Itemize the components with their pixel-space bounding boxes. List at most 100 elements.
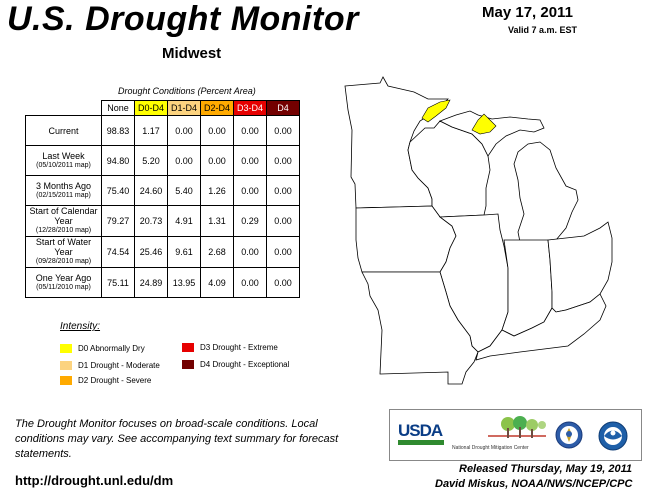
- legend-label: D0 Abnormally Dry: [78, 344, 145, 353]
- author-credit: David Miskus, NOAA/NWS/NCEP/CPC: [435, 478, 633, 490]
- table-cell: 0.00: [167, 115, 201, 146]
- drought-conditions-table: None D0-D4 D1-D4 D2-D4 D3-D4 D4 Current …: [25, 100, 300, 298]
- state-michigan-lp: [513, 141, 579, 243]
- table-row: Current 98.83 1.17 0.00 0.00 0.00 0.00: [25, 115, 300, 146]
- disclaimer-note: The Drought Monitor focuses on broad-sca…: [15, 418, 339, 460]
- table-corner: [26, 101, 102, 116]
- d0-area-michigan: [471, 113, 497, 135]
- table-cell: 24.89: [134, 267, 168, 298]
- table-cell: 0.00: [200, 145, 234, 176]
- row-label-sub: (02/15/2011 map): [36, 191, 91, 199]
- row-label-sub: (05/10/2011 map): [36, 161, 91, 169]
- row-label-sub: (05/11/2010 map): [36, 283, 91, 291]
- map-date: May 17, 2011: [482, 4, 573, 21]
- row-label-text: 3 Months Ago: [35, 180, 92, 191]
- table-cell: 74.54: [101, 236, 135, 268]
- table-caption: Drought Conditions (Percent Area): [118, 86, 256, 96]
- table-cell: 1.17: [134, 115, 168, 146]
- table-cell: 0.00: [266, 205, 300, 237]
- row-label-text: Start of Water Year: [35, 237, 92, 257]
- legend-label: D1 Drought - Moderate: [78, 361, 160, 370]
- table-cell: 25.46: [134, 236, 168, 268]
- legend-title: Intensity:: [60, 321, 101, 332]
- legend-item-d4: D4 Drought - Exceptional: [182, 360, 289, 369]
- table-cell: 0.00: [266, 236, 300, 268]
- row-label: One Year Ago (05/11/2010 map): [25, 267, 102, 298]
- table-cell: 4.09: [200, 267, 234, 298]
- table-cell: 0.00: [233, 145, 267, 176]
- legend-swatch: [60, 376, 72, 385]
- table-cell: 5.40: [167, 175, 201, 206]
- table-cell: 0.00: [266, 267, 300, 298]
- table-cell: 0.00: [233, 236, 267, 268]
- table-row: 3 Months Ago (02/15/2011 map) 75.40 24.60…: [25, 175, 300, 206]
- legend-item-d3: D3 Drought - Extreme: [182, 343, 278, 352]
- doc-seal-icon: [555, 421, 583, 449]
- table-row: Start of Calendar Year (12/28/2010 map) 7…: [25, 205, 300, 237]
- table-row: Start of Water Year (09/28/2010 map) 74.5…: [25, 236, 300, 268]
- legend-swatch: [60, 344, 72, 353]
- table-cell: 1.31: [200, 205, 234, 237]
- table-cell: 0.00: [167, 145, 201, 176]
- row-label: Last Week (05/10/2011 map): [25, 145, 102, 176]
- row-label-text: Last Week: [42, 150, 85, 161]
- ndmc-trees-icon: [488, 416, 546, 438]
- row-label: Current: [25, 115, 102, 146]
- table-cell: 0.00: [233, 115, 267, 146]
- legend-item-d1: D1 Drought - Moderate: [60, 361, 160, 370]
- legend-item-d0: D0 Abnormally Dry: [60, 344, 145, 353]
- table-cell: 20.73: [134, 205, 168, 237]
- row-label-text: One Year Ago: [35, 272, 92, 283]
- col-header-d0-d4: D0-D4: [134, 100, 168, 116]
- table-cell: 9.61: [167, 236, 201, 268]
- legend-swatch: [182, 360, 194, 369]
- state-missouri: [361, 271, 479, 385]
- table-cell: 0.00: [266, 145, 300, 176]
- table-cell: 79.27: [101, 205, 135, 237]
- drought-url-link[interactable]: http://drought.unl.edu/dm: [15, 473, 174, 488]
- table-cell: 94.80: [101, 145, 135, 176]
- table-header-row: None D0-D4 D1-D4 D2-D4 D3-D4 D4: [26, 100, 300, 116]
- state-kentucky: [475, 293, 607, 361]
- col-header-d1-d4: D1-D4: [167, 100, 201, 116]
- noaa-logo-icon: [598, 421, 628, 451]
- region-title: Midwest: [162, 45, 222, 62]
- midwest-drought-map: [344, 76, 613, 385]
- col-header-d2-d4: D2-D4: [200, 100, 234, 116]
- table-row: One Year Ago (05/11/2010 map) 75.11 24.89…: [25, 267, 300, 298]
- col-header-d4: D4: [266, 100, 300, 116]
- ndmc-logo-text: National Drought Mitigation Center: [452, 445, 529, 451]
- table-cell: 0.00: [266, 175, 300, 206]
- row-label-sub: (12/28/2010 map): [35, 227, 92, 234]
- table-cell: 24.60: [134, 175, 168, 206]
- table-cell: 75.11: [101, 267, 135, 298]
- legend-label: D3 Drought - Extreme: [200, 343, 278, 352]
- row-label: Start of Calendar Year (12/28/2010 map): [25, 205, 102, 237]
- table-cell: 1.26: [200, 175, 234, 206]
- table-cell: 5.20: [134, 145, 168, 176]
- release-date: Released Thursday, May 19, 2011: [459, 463, 633, 475]
- row-label-text: Current: [48, 125, 79, 136]
- row-label: Start of Water Year (09/28/2010 map): [25, 236, 102, 268]
- valid-time: Valid 7 a.m. EST: [508, 25, 578, 35]
- row-label-sub: (09/28/2010 map): [35, 258, 92, 265]
- table-cell: 0.00: [233, 267, 267, 298]
- table-cell: 13.95: [167, 267, 201, 298]
- table-cell: 4.91: [167, 205, 201, 237]
- table-cell: 2.68: [200, 236, 234, 268]
- legend-swatch: [60, 361, 72, 370]
- usda-logo: USDA: [398, 421, 443, 440]
- row-label-text: Start of Calendar Year: [29, 206, 98, 226]
- usda-logo-bar: [398, 440, 444, 445]
- table-cell: 98.83: [101, 115, 135, 146]
- table-cell: 0.00: [266, 115, 300, 146]
- table-cell: 0.29: [233, 205, 267, 237]
- col-header-d3-d4: D3-D4: [233, 100, 267, 116]
- table-row: Last Week (05/10/2011 map) 94.80 5.20 0.0…: [25, 145, 300, 176]
- legend-swatch: [182, 343, 194, 352]
- legend-item-d2: D2 Drought - Severe: [60, 376, 151, 385]
- page-title: U.S. Drought Monitor: [7, 0, 359, 38]
- d0-area-minnesota: [421, 99, 451, 123]
- table-cell: 75.40: [101, 175, 135, 206]
- row-label: 3 Months Ago (02/15/2011 map): [25, 175, 102, 206]
